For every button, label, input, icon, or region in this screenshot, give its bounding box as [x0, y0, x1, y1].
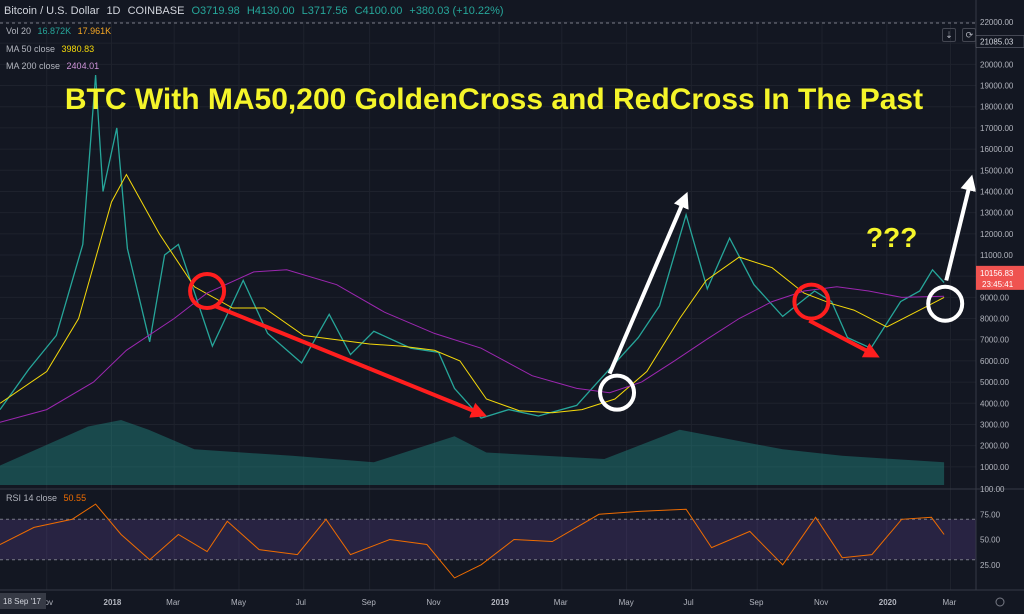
- series-line-1: [0, 173, 945, 414]
- y-tick-label: 20000.00: [980, 60, 1014, 69]
- current-price-tag: [976, 265, 1024, 290]
- ma200-value: 2404.01: [66, 61, 100, 71]
- y-tick-label: 15000.00: [980, 166, 1014, 175]
- rsi-line: [0, 503, 945, 579]
- rsi-band: [0, 519, 976, 560]
- y-tick-label: 3000.00: [980, 420, 1009, 429]
- refresh-icon[interactable]: ⟳: [962, 28, 977, 42]
- y-tick-label: 12000.00: [980, 230, 1014, 239]
- y-tick-label: 9000.00: [980, 293, 1009, 302]
- series-line-2: [0, 269, 945, 423]
- y-tick-label: 13000.00: [980, 209, 1014, 218]
- red-trend-arrow: [213, 303, 488, 418]
- white-cross-circle: [598, 373, 637, 412]
- x-tick-label: Sep: [749, 598, 764, 607]
- settings-gear-icon: [995, 597, 1005, 607]
- x-tick-label: Mar: [166, 598, 180, 607]
- vol-value-2: 17.961K: [77, 26, 112, 36]
- y-tick-label: 19000.00: [980, 82, 1014, 91]
- y-tick-label: 17000.00: [980, 124, 1014, 133]
- ma50-value: 3980.83: [61, 44, 95, 54]
- chart-header: Bitcoin / U.S. Dollar 1D COINBASE O3719.…: [0, 0, 976, 22]
- y-tick-label: 22000.00: [980, 18, 1014, 27]
- x-tick-label: 2018: [104, 598, 122, 607]
- y-tick-label: 14000.00: [980, 187, 1014, 196]
- ma200-legend[interactable]: MA 200 close 2404.01: [6, 59, 103, 73]
- countdown-label: 23:45:41: [982, 280, 1014, 289]
- x-tick-label: May: [231, 598, 246, 607]
- y-tick-label: 11000.00: [980, 251, 1013, 260]
- y-tick-label: 16000.00: [980, 145, 1014, 154]
- x-tick-label: Jul: [683, 598, 693, 607]
- y-tick-label: 18000.00: [980, 103, 1014, 112]
- vol-legend[interactable]: Vol 20 16.872K 17.961K: [6, 24, 115, 38]
- vol-value-1: 16.872K: [37, 26, 72, 36]
- y-tick-label: 8000.00: [980, 315, 1009, 324]
- y-tick-label: 5000.00: [980, 378, 1009, 387]
- x-tick-label: May: [619, 598, 634, 607]
- annotation-title: BTC With MA50,200 GoldenCross and RedCro…: [64, 83, 924, 116]
- ohlc-close: C4100.00: [354, 5, 403, 17]
- x-tick-label: Nov: [814, 598, 828, 607]
- y-tick-label: 4000.00: [980, 399, 1009, 408]
- ma200-label: MA 200 close: [6, 61, 61, 71]
- x-tick-label: 2020: [879, 598, 897, 607]
- red-trend-arrow: [808, 318, 880, 358]
- y-tick-label: 6000.00: [980, 357, 1009, 366]
- ma50-label: MA 50 close: [6, 44, 56, 54]
- rsi-legend[interactable]: RSI 14 close 50.55: [6, 491, 90, 505]
- ohlc-high: H4130.00: [246, 5, 295, 17]
- rsi-tick-label: 100.00: [980, 485, 1005, 494]
- rsi-tick-label: 50.00: [980, 536, 1001, 545]
- white-trend-arrow: [607, 191, 689, 375]
- ohlc-open: O3719.98: [191, 5, 240, 17]
- current-price-label: 10156.83: [980, 269, 1014, 278]
- red-cross-circle: [188, 272, 227, 311]
- interval-label[interactable]: 1D: [106, 5, 121, 17]
- exchange-label: COINBASE: [127, 5, 185, 17]
- x-tick-label: 2019: [491, 598, 509, 607]
- symbol-title[interactable]: Bitcoin / U.S. Dollar: [4, 5, 100, 17]
- x-tick-label: Mar: [554, 598, 568, 607]
- date-marker-box: [0, 593, 46, 609]
- top-price-label: 21085.03: [980, 37, 1014, 46]
- top-price-tag: [975, 35, 1024, 48]
- rsi-value: 50.55: [63, 493, 87, 503]
- volume-area: [0, 420, 945, 485]
- white-trend-arrow: [944, 174, 977, 281]
- white-cross-circle: [926, 284, 965, 323]
- rsi-tick-label: 25.00: [980, 561, 1001, 570]
- ma50-legend[interactable]: MA 50 close 3980.83: [6, 42, 98, 56]
- y-tick-label: 7000.00: [980, 336, 1009, 345]
- ohlc-low: L3717.56: [301, 5, 348, 17]
- y-tick-label: 2000.00: [980, 442, 1009, 451]
- vol-label: Vol 20: [6, 26, 32, 36]
- date-marker-label: 18 Sep '17: [3, 597, 42, 606]
- pane-tools: ⇣ ⟳: [940, 25, 977, 43]
- x-tick-label: Jul: [296, 598, 306, 607]
- red-cross-circle: [792, 282, 831, 321]
- y-tick-label: 1000.00: [980, 463, 1009, 472]
- rsi-tick-label: 75.00: [980, 510, 1001, 519]
- rsi-label: RSI 14 close: [6, 493, 58, 503]
- series-line-0: [0, 74, 945, 419]
- x-tick-label: Nov: [426, 598, 440, 607]
- x-tick-label: Sep: [362, 598, 377, 607]
- annotation-question: ???: [866, 222, 918, 253]
- scroll-down-icon[interactable]: ⇣: [942, 28, 956, 42]
- x-tick-label: Mar: [943, 598, 957, 607]
- ohlc-change: +380.03 (+10.22%): [409, 5, 504, 17]
